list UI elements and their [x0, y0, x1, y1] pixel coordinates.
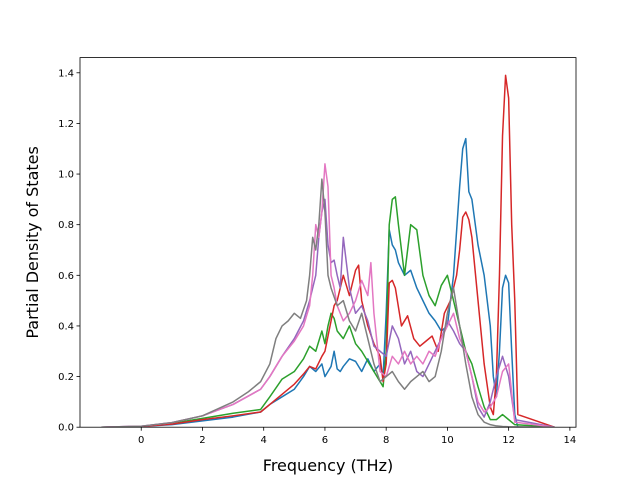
- y-axis-label: Partial Density of States: [23, 146, 42, 338]
- plot-area-frame: [79, 57, 577, 428]
- x-tick-label: 6: [322, 435, 328, 446]
- series-line-2: [101, 74, 555, 428]
- y-tick-label: 0.0: [58, 423, 74, 434]
- y-tick-label: 0.2: [58, 372, 74, 383]
- x-tick-label: 8: [383, 435, 389, 446]
- x-tick-label: 10: [441, 435, 454, 446]
- series-line-5: [101, 178, 555, 428]
- y-tick-label: 0.6: [58, 271, 74, 282]
- y-tick-label: 0.4: [58, 321, 74, 332]
- series-line-1: [101, 196, 555, 428]
- x-axis-label: Frequency (THz): [263, 456, 393, 475]
- x-tick-label: 0: [138, 435, 144, 446]
- y-tick-label: 1.4: [58, 68, 74, 79]
- x-tick-label: 14: [564, 435, 577, 446]
- x-tick-label: 4: [261, 435, 267, 446]
- x-axis-ticks: 0 2 4 6 8 10 12 14: [138, 427, 576, 446]
- series-layer: [101, 74, 555, 428]
- y-tick-label: 1.0: [58, 170, 74, 181]
- y-axis-ticks: 0.0 0.2 0.4 0.6 0.8 1.0 1.2 1.4: [58, 68, 80, 434]
- x-tick-label: 2: [199, 435, 205, 446]
- y-tick-label: 1.2: [58, 119, 74, 130]
- x-tick-label: 12: [502, 435, 515, 446]
- y-tick-label: 0.8: [58, 220, 74, 231]
- series-line-4: [101, 163, 555, 428]
